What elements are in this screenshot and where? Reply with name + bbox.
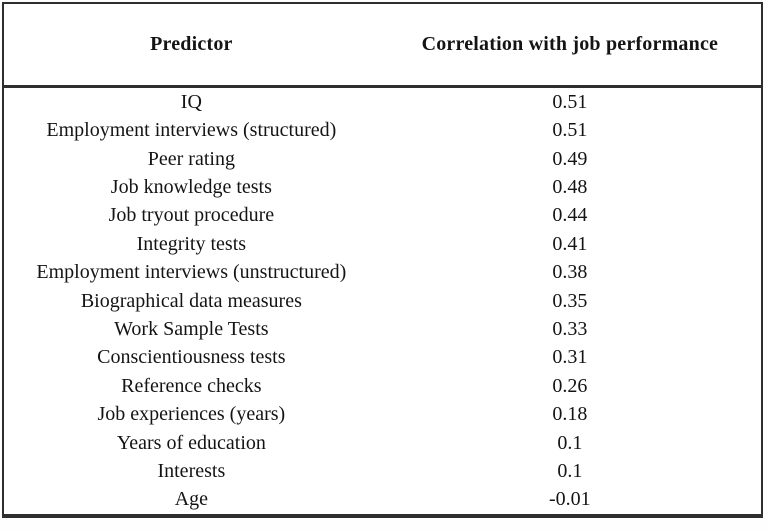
table-row: Years of education 0.1 (4, 429, 761, 457)
column-header-correlation: Correlation with job performance (421, 33, 719, 55)
predictor-cell: Work Sample Tests (114, 317, 269, 340)
table-row: Job experiences (years) 0.18 (4, 400, 761, 428)
table-row: Employment interviews (unstructured) 0.3… (4, 258, 761, 286)
correlation-cell: 0.26 (552, 374, 588, 397)
table-row: Interests 0.1 (4, 457, 761, 485)
table-row: Peer rating 0.49 (4, 145, 761, 173)
predictor-cell: Employment interviews (structured) (46, 119, 337, 142)
correlation-cell: 0.49 (552, 147, 588, 170)
predictor-cell: Employment interviews (unstructured) (36, 261, 347, 284)
table-row: Job tryout procedure 0.44 (4, 202, 761, 230)
correlation-cell: 0.38 (552, 261, 588, 284)
correlation-cell: 0.35 (552, 289, 588, 312)
correlation-table: Predictor Correlation with job performan… (2, 2, 763, 518)
table-row: IQ 0.51 (4, 88, 761, 116)
table-row: Job knowledge tests 0.48 (4, 173, 761, 201)
table-body: IQ 0.51 Employment interviews (structure… (4, 88, 761, 514)
correlation-cell: 0.48 (552, 175, 588, 198)
predictor-cell: Peer rating (147, 147, 235, 170)
predictor-cell: IQ (180, 90, 202, 113)
predictor-cell: Years of education (116, 431, 266, 454)
correlation-cell: 0.41 (552, 232, 588, 255)
table-row: Reference checks 0.26 (4, 372, 761, 400)
predictor-cell: Job tryout procedure (108, 204, 275, 227)
table-header-row: Predictor Correlation with job performan… (4, 4, 761, 88)
predictor-cell: Job knowledge tests (110, 175, 272, 198)
table-row: Age -0.01 (4, 486, 761, 514)
table-row: Employment interviews (structured) 0.51 (4, 116, 761, 144)
predictor-cell: Integrity tests (136, 232, 247, 255)
correlation-cell: 0.33 (552, 317, 588, 340)
correlation-cell: 0.51 (552, 90, 588, 113)
correlation-cell: 0.1 (557, 459, 583, 482)
column-header-predictor: Predictor (150, 33, 233, 55)
predictor-cell: Interests (157, 459, 226, 482)
table-row: Work Sample Tests 0.33 (4, 315, 761, 343)
correlation-cell: -0.01 (549, 488, 591, 511)
correlation-cell: 0.31 (552, 346, 588, 369)
predictor-cell: Reference checks (121, 374, 262, 397)
predictor-cell: Conscientiousness tests (97, 346, 286, 369)
predictor-cell: Age (174, 488, 209, 511)
predictor-cell: Biographical data measures (80, 289, 302, 312)
table-row: Integrity tests 0.41 (4, 230, 761, 258)
correlation-cell: 0.1 (557, 431, 583, 454)
correlation-cell: 0.44 (552, 204, 588, 227)
table-row: Biographical data measures 0.35 (4, 287, 761, 315)
table-row: Conscientiousness tests 0.31 (4, 344, 761, 372)
correlation-cell: 0.18 (552, 403, 588, 426)
correlation-cell: 0.51 (552, 119, 588, 142)
predictor-cell: Job experiences (years) (97, 403, 286, 426)
